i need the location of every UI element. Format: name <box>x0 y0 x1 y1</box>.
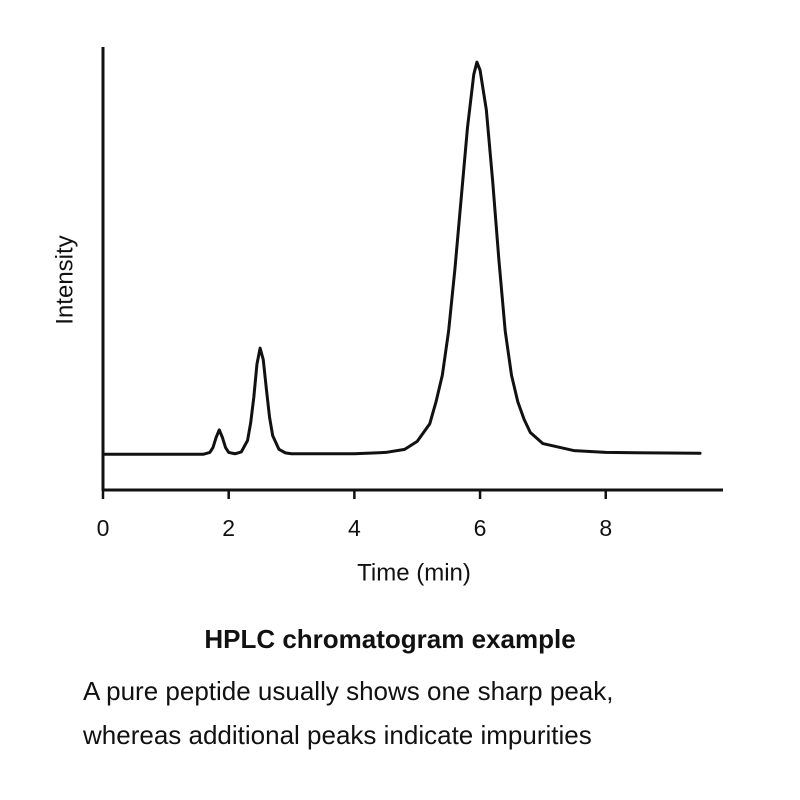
x-tick-label: 6 <box>474 515 487 541</box>
x-axis-label: Time (min) <box>357 559 471 586</box>
x-tick-label: 0 <box>97 515 110 541</box>
chart-title: HPLC chromatogram example <box>204 624 575 654</box>
x-tick-label: 4 <box>348 515 361 541</box>
caption-line: whereas additional peaks indicate impuri… <box>82 720 592 750</box>
y-axis-label: Intensity <box>51 235 78 324</box>
chromatogram-line <box>101 60 702 456</box>
caption-line: A pure peptide usually shows one sharp p… <box>83 676 613 706</box>
x-tick-label: 8 <box>599 515 612 541</box>
x-tick-label: 2 <box>222 515 235 541</box>
